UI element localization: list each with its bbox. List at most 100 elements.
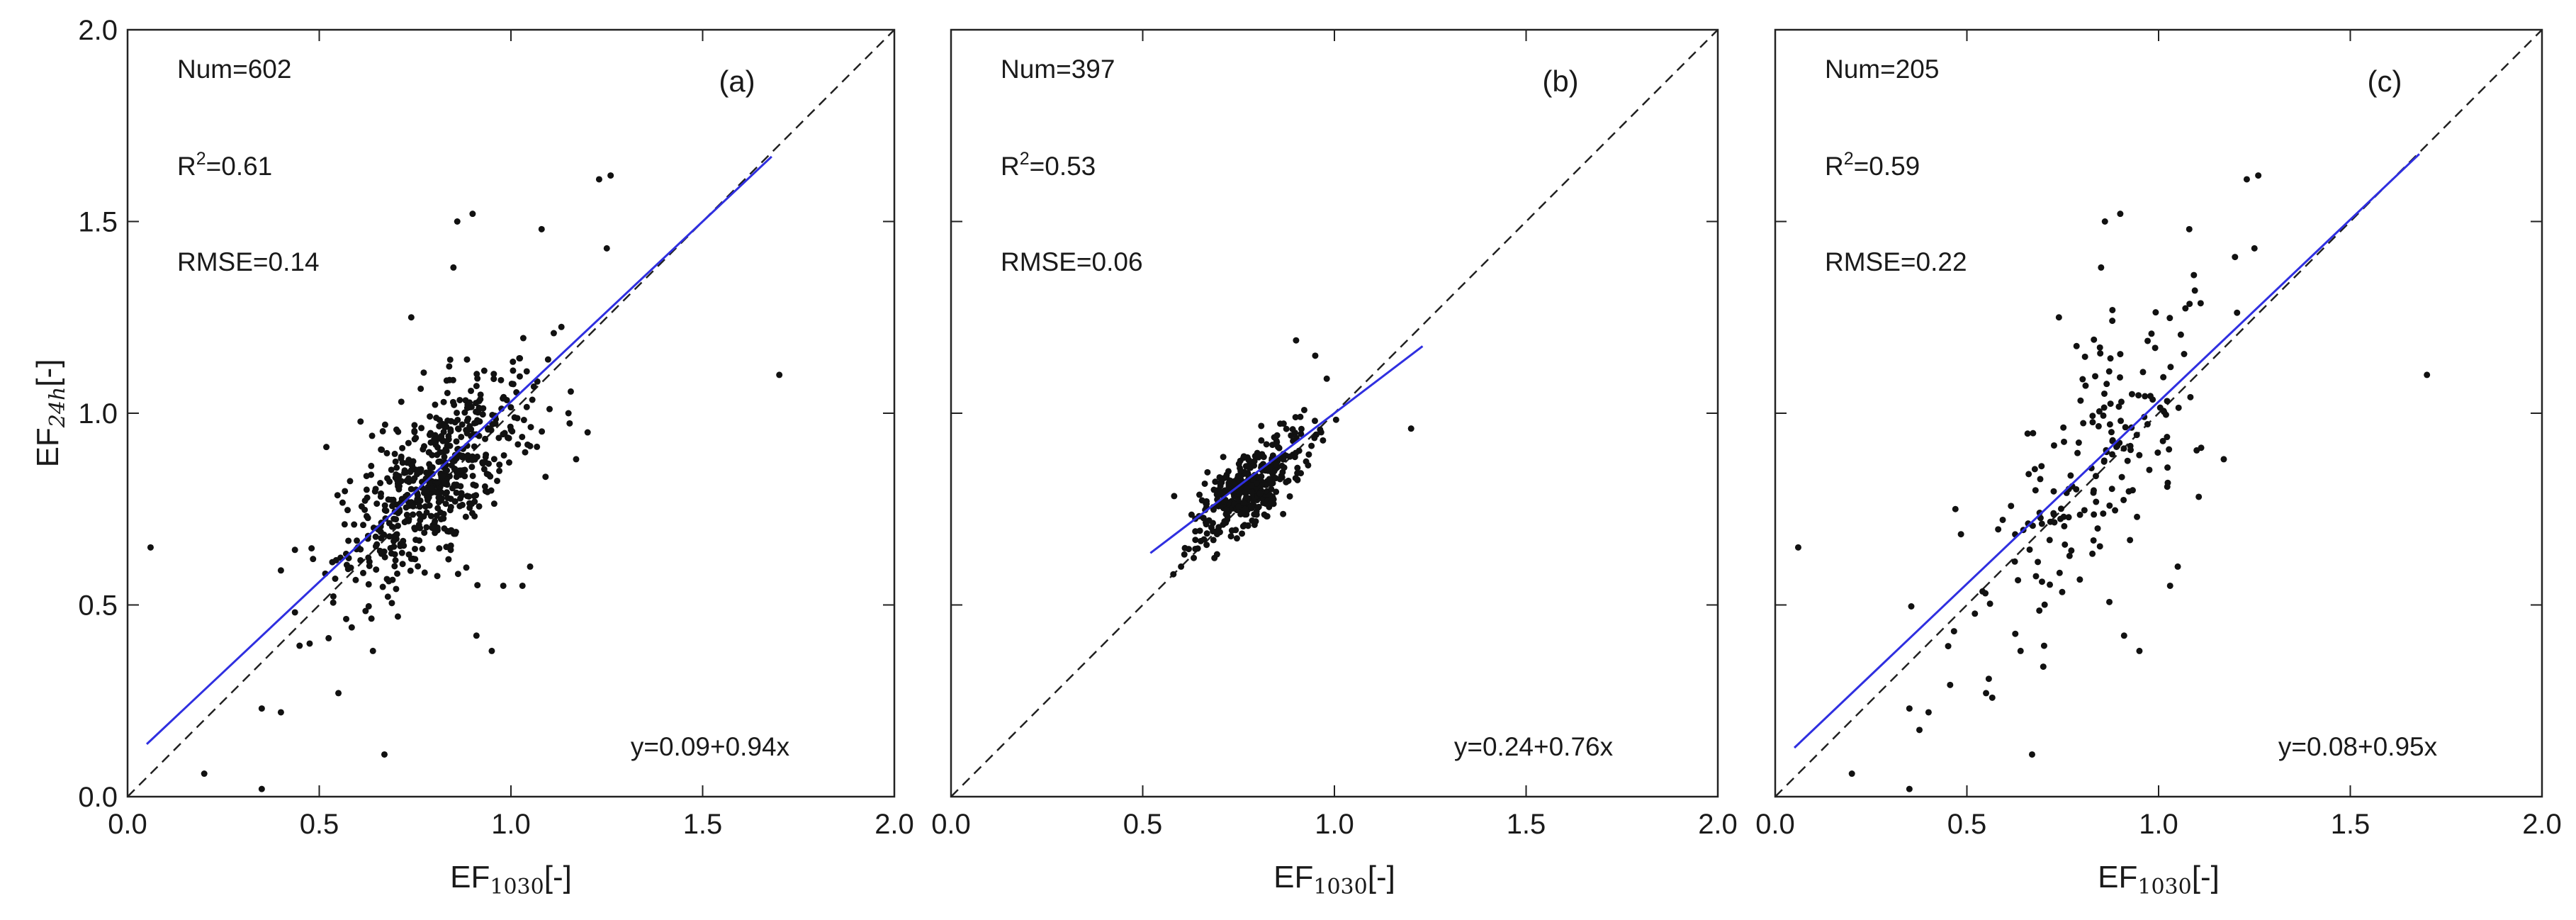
r2-value: =0.53 bbox=[1030, 152, 1096, 181]
scatter-point bbox=[1224, 516, 1231, 523]
scatter-point bbox=[2175, 404, 2182, 411]
scatter-point bbox=[471, 493, 478, 500]
scatter-point bbox=[462, 513, 469, 520]
scatter-point bbox=[2146, 466, 2153, 473]
scatter-point bbox=[2036, 607, 2043, 614]
scatter-point bbox=[364, 515, 371, 522]
scatter-point bbox=[330, 593, 337, 600]
scatter-point bbox=[584, 429, 591, 436]
scatter-point bbox=[291, 546, 298, 554]
scatter-point bbox=[485, 471, 492, 478]
scatter-point bbox=[394, 613, 401, 620]
scatter-point bbox=[2234, 309, 2241, 316]
scatter-point bbox=[1985, 675, 1992, 683]
scatter-point bbox=[391, 551, 398, 558]
scatter-point bbox=[2094, 525, 2101, 532]
scatter-point bbox=[1983, 690, 1990, 697]
scatter-point bbox=[412, 434, 420, 442]
regression-line bbox=[1794, 153, 2420, 749]
scatter-point bbox=[377, 480, 384, 487]
scatter-point bbox=[1312, 352, 1319, 359]
scatter-point bbox=[2164, 464, 2171, 471]
scatter-point bbox=[1239, 530, 1246, 537]
scatter-point bbox=[438, 472, 445, 479]
scatter-point bbox=[443, 447, 450, 454]
scatter-point bbox=[394, 522, 401, 529]
scatter-point bbox=[1215, 527, 1222, 534]
scatter-point bbox=[443, 489, 450, 496]
scatter-point bbox=[354, 537, 361, 544]
scatter-point bbox=[468, 456, 476, 464]
scatter-point bbox=[446, 363, 453, 370]
scatter-point bbox=[2136, 647, 2143, 654]
scatter-point bbox=[607, 172, 614, 179]
scatter-point bbox=[454, 409, 461, 416]
y-axis-title-subscript: 24h bbox=[45, 387, 70, 429]
scatter-point bbox=[426, 461, 433, 468]
scatter-point bbox=[447, 428, 454, 435]
scatter-point bbox=[428, 485, 435, 492]
r2-superscript: 2 bbox=[196, 149, 206, 169]
scatter-point bbox=[1235, 461, 1242, 468]
scatter-point bbox=[451, 465, 458, 472]
scatter-point bbox=[2147, 393, 2154, 400]
scatter-point bbox=[394, 570, 401, 577]
scatter-point bbox=[421, 529, 428, 537]
scatter-point bbox=[351, 521, 358, 528]
scatter-point bbox=[1225, 486, 1232, 493]
scatter-point bbox=[1848, 770, 1855, 778]
x-axis-title-main: EF bbox=[2098, 860, 2137, 894]
scatter-point bbox=[308, 545, 315, 552]
scatter-point bbox=[415, 563, 422, 570]
scatter-point bbox=[2182, 305, 2189, 312]
scatter-point bbox=[2100, 404, 2108, 411]
scatter-point bbox=[550, 330, 557, 337]
scatter-point bbox=[558, 323, 565, 330]
scatter-point bbox=[2068, 547, 2075, 554]
scatter-point bbox=[2089, 419, 2096, 426]
scatter-point bbox=[496, 461, 503, 469]
scatter-point bbox=[426, 432, 433, 439]
scatter-point bbox=[2050, 511, 2057, 518]
scatter-point bbox=[2133, 432, 2140, 439]
x-axis-title-subscript: 1030 bbox=[490, 875, 544, 899]
scatter-point bbox=[455, 425, 462, 432]
scatter-point bbox=[2164, 434, 2171, 441]
scatter-point bbox=[477, 396, 484, 403]
scatter-point bbox=[1297, 413, 1304, 420]
scatter-point bbox=[2232, 254, 2239, 261]
scatter-point bbox=[1233, 535, 1240, 542]
scatter-point bbox=[386, 520, 393, 527]
regression-equation: y=0.24+0.76x bbox=[1454, 732, 1614, 761]
scatter-point bbox=[2091, 336, 2098, 343]
scatter-point bbox=[2127, 537, 2134, 544]
scatter-point bbox=[360, 522, 367, 529]
scatter-point bbox=[2026, 546, 2033, 553]
scatter-point bbox=[500, 451, 507, 459]
scatter-point bbox=[1217, 480, 1224, 487]
scatter-point bbox=[2082, 382, 2089, 389]
scatter-point bbox=[2117, 417, 2125, 425]
scatter-point bbox=[357, 556, 364, 563]
scatter-point bbox=[410, 503, 417, 510]
scatter-point bbox=[1281, 464, 1288, 471]
scatter-point bbox=[387, 544, 394, 551]
scatter-point bbox=[1223, 473, 1230, 481]
scatter-point bbox=[1266, 465, 1273, 472]
scatter-point bbox=[2108, 429, 2115, 436]
scatter-point bbox=[450, 264, 457, 271]
scatter-point bbox=[2074, 449, 2081, 456]
scatter-point bbox=[393, 516, 400, 523]
x-tick-label: 0.0 bbox=[108, 809, 147, 840]
scatter-point bbox=[361, 497, 369, 504]
scatter-point bbox=[454, 218, 461, 225]
scatter-point bbox=[2077, 397, 2084, 404]
scatter-points bbox=[1170, 337, 1414, 578]
scatter-point bbox=[2124, 457, 2131, 464]
scatter-point bbox=[2062, 541, 2069, 548]
x-tick-label: 0.5 bbox=[300, 809, 339, 840]
scatter-point bbox=[2117, 374, 2124, 381]
scatter-point bbox=[390, 538, 398, 545]
scatter-point bbox=[459, 421, 466, 428]
scatter-point bbox=[1258, 482, 1265, 489]
